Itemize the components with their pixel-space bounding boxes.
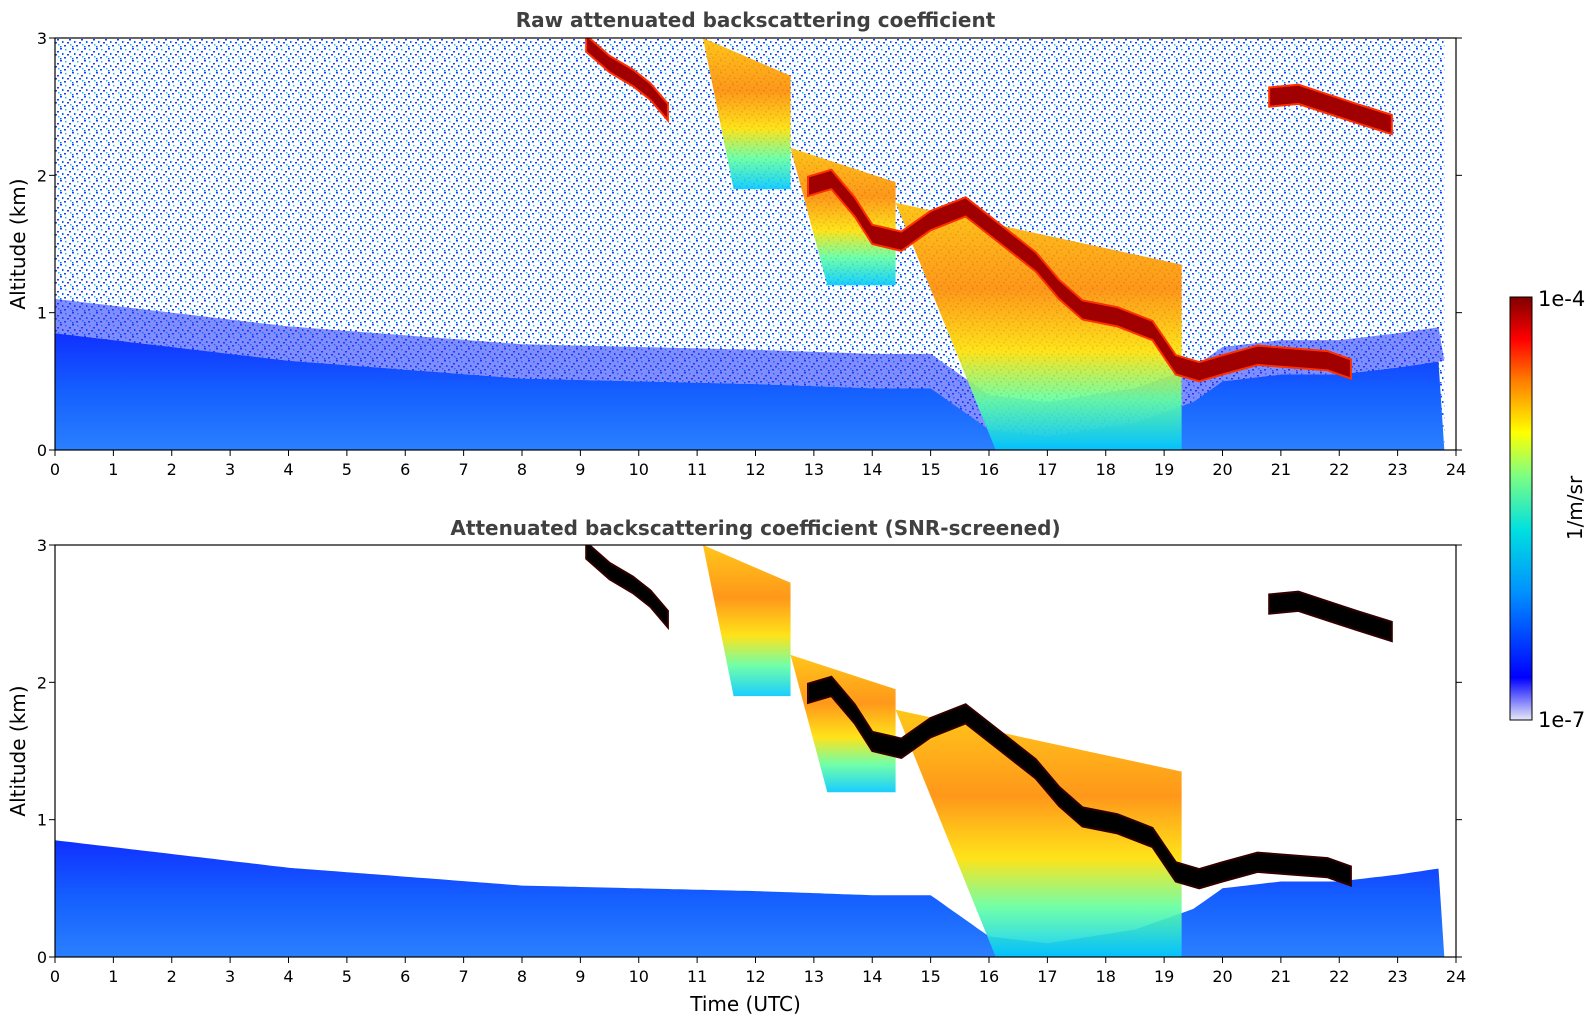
x-tick-label: 12 <box>745 460 765 479</box>
x-tick-label: 16 <box>979 460 999 479</box>
y-tick-label: 0 <box>37 948 47 967</box>
x-tick-label: 21 <box>1271 460 1291 479</box>
precip-region-2 <box>895 202 1182 450</box>
x-tick-label: 23 <box>1387 460 1407 479</box>
boundary-layer <box>55 333 1445 450</box>
x-tick-label: 1 <box>108 967 118 986</box>
x-tick-label: 7 <box>459 967 469 986</box>
heatmap-area <box>55 545 1445 957</box>
boundary-layer <box>55 840 1445 957</box>
y-axis-label: Altitude (km) <box>6 178 30 309</box>
x-tick-label: 0 <box>50 460 60 479</box>
cloud-layer-1 <box>807 168 1352 383</box>
x-tick-label: 14 <box>862 967 882 986</box>
precip-region-0 <box>702 545 791 697</box>
x-tick-label: 17 <box>1037 460 1057 479</box>
x-tick-label: 13 <box>804 460 824 479</box>
x-tick-label: 15 <box>920 967 940 986</box>
x-tick-label: 22 <box>1329 460 1349 479</box>
y-tick-label: 1 <box>37 304 47 323</box>
x-tick-label: 18 <box>1096 460 1116 479</box>
x-tick-label: 0 <box>50 967 60 986</box>
x-tick-label: 10 <box>629 967 649 986</box>
cloud-layer-2 <box>1268 83 1393 136</box>
precip-region-0 <box>702 38 791 190</box>
x-tick-label: 9 <box>575 460 585 479</box>
x-tick-label: 8 <box>517 967 527 986</box>
x-tick-label: 9 <box>575 967 585 986</box>
cloud-layer-2 <box>1268 590 1393 643</box>
colorbar: 1e-4 1e-7 1/m/sr <box>1509 287 1587 732</box>
x-tick-label: 18 <box>1096 967 1116 986</box>
y-tick-label: 2 <box>37 673 47 692</box>
x-tick-label: 15 <box>920 460 940 479</box>
cloud-layer-0 <box>585 38 669 124</box>
x-axis-label: Time (UTC) <box>689 992 801 1016</box>
panel-screened: Attenuated backscattering coefficient (S… <box>6 516 1466 1016</box>
cloud-layer-1 <box>807 675 1352 890</box>
x-tick-label: 2 <box>167 967 177 986</box>
x-tick-label: 13 <box>804 967 824 986</box>
x-tick-label: 11 <box>687 460 707 479</box>
x-tick-label: 14 <box>862 460 882 479</box>
x-tick-label: 21 <box>1271 967 1291 986</box>
x-tick-label: 20 <box>1212 967 1232 986</box>
heatmap-area <box>55 38 1445 450</box>
colorbar-bar <box>1509 296 1533 721</box>
x-tick-label: 16 <box>979 967 999 986</box>
x-tick-label: 22 <box>1329 967 1349 986</box>
x-tick-label: 3 <box>225 460 235 479</box>
y-axis-label: Altitude (km) <box>6 685 30 816</box>
x-tick-label: 3 <box>225 967 235 986</box>
x-tick-label: 17 <box>1037 967 1057 986</box>
y-tick-label: 2 <box>37 166 47 185</box>
x-tick-label: 4 <box>283 460 293 479</box>
panel-title: Attenuated backscattering coefficient (S… <box>450 516 1060 540</box>
x-tick-label: 6 <box>400 460 410 479</box>
y-tick-label: 3 <box>37 29 47 48</box>
x-tick-label: 12 <box>745 967 765 986</box>
y-tick-label: 3 <box>37 536 47 555</box>
x-tick-label: 5 <box>342 460 352 479</box>
panel-title: Raw attenuated backscattering coefficien… <box>516 8 996 32</box>
x-tick-label: 7 <box>459 460 469 479</box>
x-tick-label: 8 <box>517 460 527 479</box>
x-tick-label: 19 <box>1154 460 1174 479</box>
colorbar-min-label: 1e-7 <box>1538 708 1585 732</box>
x-tick-label: 10 <box>629 460 649 479</box>
x-tick-label: 20 <box>1212 460 1232 479</box>
x-tick-label: 24 <box>1446 967 1466 986</box>
x-tick-label: 6 <box>400 967 410 986</box>
x-tick-label: 23 <box>1387 967 1407 986</box>
cloud-layer-0 <box>585 545 669 631</box>
x-tick-label: 4 <box>283 967 293 986</box>
panel-raw: Raw attenuated backscattering coefficien… <box>6 8 1466 479</box>
x-tick-label: 19 <box>1154 967 1174 986</box>
colorbar-max-label: 1e-4 <box>1538 287 1585 311</box>
x-tick-label: 5 <box>342 967 352 986</box>
x-tick-label: 1 <box>108 460 118 479</box>
x-tick-label: 24 <box>1446 460 1466 479</box>
y-tick-label: 0 <box>37 441 47 460</box>
colorbar-unit-label: 1/m/sr <box>1563 475 1587 540</box>
x-tick-label: 2 <box>167 460 177 479</box>
precip-region-2 <box>895 709 1182 957</box>
x-tick-label: 11 <box>687 967 707 986</box>
y-tick-label: 1 <box>37 811 47 830</box>
